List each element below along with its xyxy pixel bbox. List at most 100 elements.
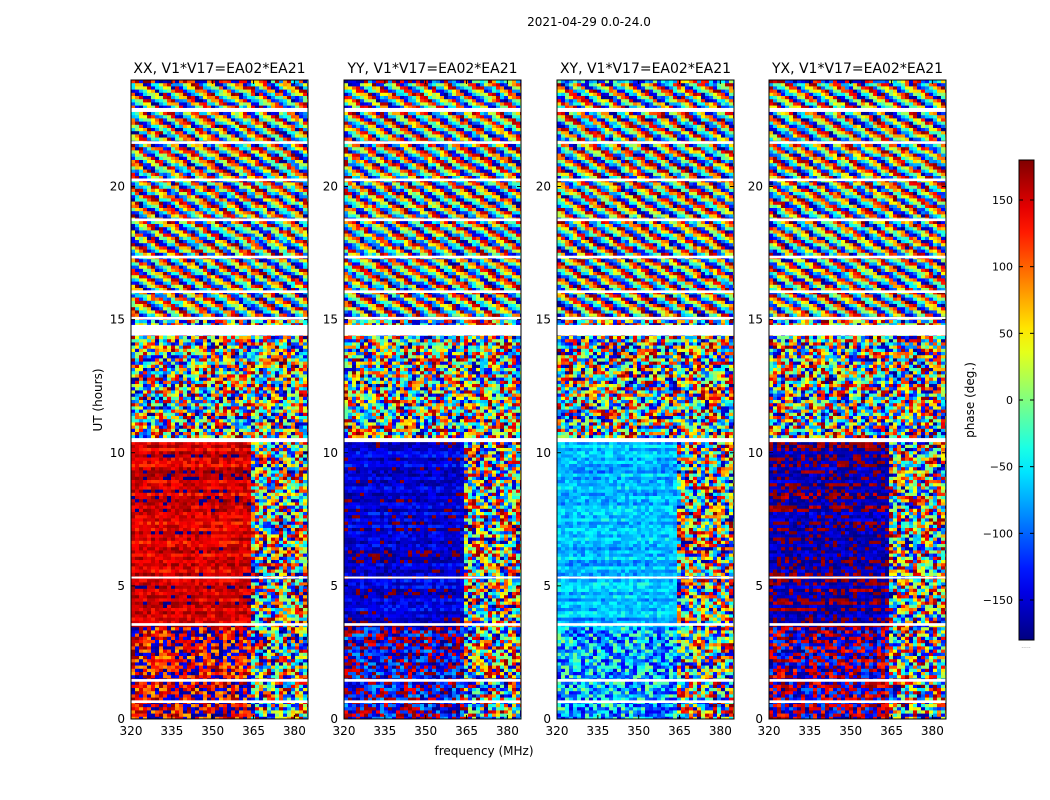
flagged-band <box>557 255 734 259</box>
flagged-band <box>131 438 308 443</box>
y-tick-label: 0 <box>330 712 338 726</box>
flagged-band <box>769 290 946 293</box>
panel-title: XY, V1*V17=EA02*EA21 <box>560 61 731 77</box>
flagged-band <box>769 141 946 144</box>
flagged-band <box>344 623 521 626</box>
colorbar-tick-label: 150 <box>992 194 1013 207</box>
flagged-band <box>769 700 946 704</box>
y-axis-label: UT (hours) <box>91 368 105 431</box>
x-tick-label: 350 <box>201 724 224 738</box>
flagged-band <box>557 438 734 443</box>
flagged-band <box>769 178 946 182</box>
y-tick-label: 10 <box>110 446 125 460</box>
panel-frame <box>343 79 522 720</box>
x-tick-label: 350 <box>839 724 862 738</box>
colorbar-tick-label: −50 <box>990 461 1013 474</box>
flagged-band <box>557 178 734 182</box>
flagged-band <box>769 218 946 222</box>
x-tick-label: 335 <box>160 724 183 738</box>
y-tick-label: 20 <box>748 180 763 194</box>
colorbar-label: phase (deg.) <box>963 362 977 438</box>
heatmap-image <box>131 80 308 719</box>
y-tick-label: 15 <box>323 313 338 327</box>
panel-title: YX, V1*V17=EA02*EA21 <box>771 61 943 77</box>
flagged-band <box>344 324 521 336</box>
y-tick-label: 5 <box>755 579 763 593</box>
panel-4: YX, V1*V17=EA02*EA21 320 335 350 365 380 0 5 10 1… <box>748 61 947 738</box>
flagged-band <box>769 107 946 112</box>
x-tick-label: 335 <box>586 724 609 738</box>
y-tick-label: 0 <box>755 712 763 726</box>
flagged-band <box>131 255 308 259</box>
flagged-band <box>344 438 521 443</box>
flagged-band <box>769 316 946 320</box>
flagged-band <box>769 438 946 443</box>
panel-2: YY, V1*V17=EA02*EA21 320 335 350 365 380 0 5 10 1… <box>323 61 522 738</box>
flagged-band <box>557 623 734 626</box>
y-tick-label: 10 <box>536 446 551 460</box>
y-tick-label: 15 <box>536 313 551 327</box>
y-tick-label: 20 <box>323 180 338 194</box>
panel-3: XY, V1*V17=EA02*EA21 320 335 350 365 380 0 5 10 1… <box>536 61 735 738</box>
flagged-band <box>131 107 308 112</box>
flagged-band <box>769 679 946 682</box>
flagged-band <box>557 316 734 320</box>
flagged-band <box>769 623 946 626</box>
x-tick-label: 365 <box>242 724 265 738</box>
heatmap-image <box>557 80 734 719</box>
panel-title: YY, V1*V17=EA02*EA21 <box>346 61 517 77</box>
y-tick-label: 0 <box>117 712 125 726</box>
panels-group: XX, V1*V17=EA02*EA21 320 335 350 365 380 0 5 10 1… <box>110 61 947 738</box>
x-tick-label: 350 <box>414 724 437 738</box>
flagged-band <box>557 107 734 112</box>
x-tick-label: 365 <box>880 724 903 738</box>
x-tick-label: 320 <box>333 724 356 738</box>
x-tick-label: 380 <box>283 724 306 738</box>
y-tick-label: 15 <box>748 313 763 327</box>
flagged-band <box>769 324 946 336</box>
flagged-band <box>344 141 521 144</box>
x-tick-label: 335 <box>373 724 396 738</box>
panel-1: XX, V1*V17=EA02*EA21 320 335 350 365 380 0 5 10 1… <box>110 61 309 738</box>
x-tick-label: 380 <box>496 724 519 738</box>
flagged-band <box>131 218 308 222</box>
colorbar: 150 100 50 0 −50 −100 −150 <box>983 159 1035 641</box>
flagged-band <box>344 679 521 682</box>
flagged-band <box>769 576 946 579</box>
flagged-band <box>344 316 521 320</box>
flagged-band <box>557 218 734 222</box>
panel-frame <box>768 79 947 720</box>
flagged-band <box>557 290 734 293</box>
flagged-band <box>131 290 308 293</box>
y-tick-label: 5 <box>117 579 125 593</box>
y-tick-label: 5 <box>330 579 338 593</box>
flagged-band <box>131 316 308 320</box>
flagged-band <box>557 141 734 144</box>
x-tick-label: 350 <box>627 724 650 738</box>
panel-frame <box>130 79 309 720</box>
flagged-band <box>131 679 308 682</box>
heatmap-image <box>769 80 946 719</box>
colorbar-tick-label: 0 <box>1006 394 1013 407</box>
flagged-band <box>344 576 521 579</box>
flagged-band <box>557 679 734 682</box>
y-tick-label: 20 <box>536 180 551 194</box>
y-tick-label: 10 <box>748 446 763 460</box>
x-tick-label: 365 <box>455 724 478 738</box>
colorbar-tick-label: −100 <box>983 527 1013 540</box>
x-tick-label: 320 <box>120 724 143 738</box>
x-tick-label: 320 <box>758 724 781 738</box>
x-tick-label: 380 <box>709 724 732 738</box>
panel-title: XX, V1*V17=EA02*EA21 <box>133 61 305 77</box>
y-tick-label: 0 <box>543 712 551 726</box>
flagged-band <box>557 576 734 579</box>
flagged-band <box>131 576 308 579</box>
colorbar-tick-label: 50 <box>999 327 1013 340</box>
flagged-band <box>131 700 308 704</box>
colorbar-footnote: ..... <box>1021 643 1031 650</box>
flagged-band <box>769 255 946 259</box>
heatmap-image <box>344 80 521 719</box>
flagged-band <box>131 141 308 144</box>
panel-frame <box>556 79 735 720</box>
colorbar-tick-label: 100 <box>992 261 1013 274</box>
